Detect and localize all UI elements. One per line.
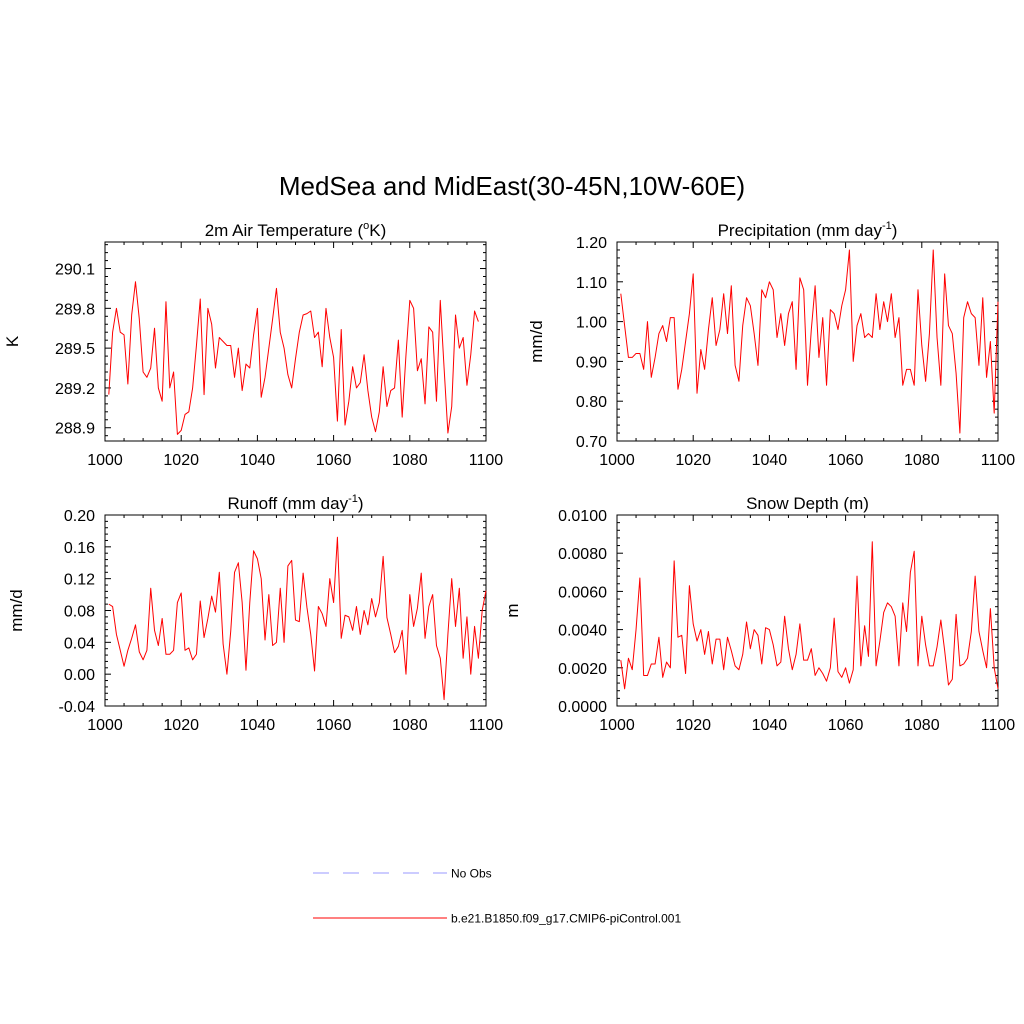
panel-title: Runoff (mm day-1) bbox=[227, 493, 363, 513]
panel-runoff: 1000 1020 1040 1060 1080 1100 -0.04 0.00 0.04 0.0… bbox=[7, 493, 503, 734]
y-tick-label: 0.0000 bbox=[558, 699, 607, 716]
figure-title: MedSea and MidEast(30-45N,10W-60E) bbox=[279, 171, 745, 201]
x-tick-label: 1000 bbox=[599, 717, 635, 734]
y-tick-label: 0.0040 bbox=[558, 623, 607, 640]
y-tick-label: 0.80 bbox=[576, 394, 607, 411]
y-tick-label: 0.00 bbox=[64, 667, 95, 684]
plot-frame bbox=[104, 241, 487, 442]
series-line-picontrol bbox=[108, 281, 479, 435]
x-tick-label: 1020 bbox=[163, 717, 199, 734]
x-tick-label: 1100 bbox=[981, 717, 1016, 734]
panel-snow-depth: 1000 1020 1040 1060 1080 1100 0.0000 0.0020 0.00… bbox=[503, 494, 1015, 734]
x-tick-label: 1020 bbox=[675, 717, 711, 734]
x-tick-label: 1040 bbox=[240, 452, 276, 469]
x-tick-label: 1040 bbox=[752, 452, 788, 469]
panel-title: Precipitation (mm day-1) bbox=[718, 220, 898, 240]
series-line-picontrol bbox=[620, 249, 999, 434]
y-tick-label: 0.90 bbox=[576, 354, 607, 371]
x-tick-label: 1040 bbox=[240, 717, 276, 734]
x-tick-label: 1060 bbox=[828, 452, 864, 469]
y-tick-label: 0.0080 bbox=[558, 546, 607, 563]
y-tick-label: 1.00 bbox=[576, 315, 607, 332]
y-tick-label: 0.04 bbox=[64, 635, 95, 652]
y-tick-label: 289.5 bbox=[55, 341, 95, 358]
x-tick-label: 1060 bbox=[316, 717, 352, 734]
x-tick-label: 1080 bbox=[392, 717, 428, 734]
series-line-picontrol bbox=[108, 536, 487, 701]
x-tick-label: 1080 bbox=[904, 452, 940, 469]
y-tick-label: 0.20 bbox=[64, 508, 95, 525]
y-tick-label: 0.0100 bbox=[558, 508, 607, 525]
panel-title: 2m Air Temperature (oK) bbox=[205, 220, 387, 240]
legend: No Obs b.e21.B1850.f09_g17.CMIP6-piContr… bbox=[313, 867, 681, 926]
y-tick-label: 289.8 bbox=[55, 301, 95, 318]
panel-title: Snow Depth (m) bbox=[746, 494, 869, 513]
x-tick-label: 1020 bbox=[675, 452, 711, 469]
x-tick-label: 1080 bbox=[392, 452, 428, 469]
x-tick-label: 1100 bbox=[469, 717, 504, 734]
y-tick-label: 1.10 bbox=[576, 275, 607, 292]
y-tick-label: 289.2 bbox=[55, 381, 95, 398]
y-tick-label: 0.12 bbox=[64, 572, 95, 589]
y-tick-label: -0.04 bbox=[59, 699, 96, 716]
plot-frame bbox=[616, 514, 999, 707]
plot-frame bbox=[616, 241, 999, 442]
y-axis-label: mm/d bbox=[527, 320, 546, 363]
y-tick-label: 0.0060 bbox=[558, 584, 607, 601]
y-axis-label: K bbox=[3, 335, 22, 347]
x-tick-label: 1000 bbox=[87, 717, 123, 734]
x-tick-label: 1100 bbox=[469, 452, 504, 469]
y-tick-label: 0.08 bbox=[64, 604, 95, 621]
series-line-picontrol bbox=[620, 541, 999, 690]
x-tick-label: 1060 bbox=[828, 717, 864, 734]
panel-air-temperature: 1000 1020 1040 1060 1080 1100 288.9 289.2 289.5 2… bbox=[3, 220, 503, 469]
panel-precipitation: 1000 1020 1040 1060 1080 1100 0.70 0.80 0.90 1.00… bbox=[527, 220, 1015, 469]
y-tick-label: 290.1 bbox=[55, 262, 95, 279]
x-tick-label: 1060 bbox=[316, 452, 352, 469]
y-tick-label: 0.70 bbox=[576, 434, 607, 451]
x-tick-label: 1000 bbox=[87, 452, 123, 469]
x-tick-label: 1020 bbox=[163, 452, 199, 469]
x-tick-label: 1080 bbox=[904, 717, 940, 734]
x-tick-label: 1040 bbox=[752, 717, 788, 734]
x-tick-label: 1000 bbox=[599, 452, 635, 469]
y-axis-label: m bbox=[503, 603, 522, 617]
x-tick-label: 1100 bbox=[981, 452, 1016, 469]
legend-no-obs-label: No Obs bbox=[451, 867, 492, 881]
y-tick-label: 1.20 bbox=[576, 235, 607, 252]
y-axis-label: mm/d bbox=[7, 589, 26, 632]
y-tick-label: 288.9 bbox=[55, 421, 95, 438]
y-tick-label: 0.16 bbox=[64, 540, 95, 557]
legend-picontrol-label: b.e21.B1850.f09_g17.CMIP6-piControl.001 bbox=[451, 912, 681, 926]
y-tick-label: 0.0020 bbox=[558, 661, 607, 678]
